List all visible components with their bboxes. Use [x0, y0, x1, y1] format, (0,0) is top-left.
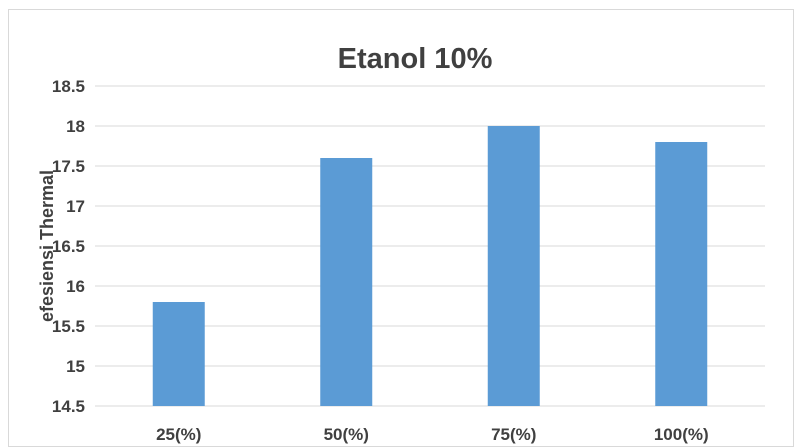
x-tick-label: 100(%)	[654, 425, 709, 444]
y-tick-label: 16.5	[52, 237, 85, 256]
gridlines	[95, 85, 765, 407]
y-tick-label: 14.5	[52, 397, 85, 416]
x-tick-label: 50(%)	[324, 425, 369, 444]
chart-title: Etanol 10%	[338, 43, 493, 75]
bar-0	[152, 302, 205, 406]
bar-3	[655, 142, 708, 406]
x-tick-label: 75(%)	[491, 425, 536, 444]
y-axis-ticks: 14.5 15 15.5 16 16.5 17 17.5 18 18.5	[52, 77, 85, 416]
y-tick-label: 18	[66, 117, 85, 136]
bar-1	[320, 158, 373, 406]
y-tick-label: 17.5	[52, 157, 85, 176]
y-tick-label: 15.5	[52, 317, 85, 336]
x-axis-ticks: 25(%) 50(%) 75(%) 100(%)	[156, 425, 709, 444]
y-axis-label: efesiensi Thermal	[37, 170, 57, 322]
y-tick-label: 15	[66, 357, 85, 376]
bar-2	[487, 126, 540, 406]
y-tick-label: 18.5	[52, 77, 85, 96]
y-tick-label: 17	[66, 197, 85, 216]
y-tick-label: 16	[66, 277, 85, 296]
bars	[152, 126, 708, 406]
x-tick-label: 25(%)	[156, 425, 201, 444]
